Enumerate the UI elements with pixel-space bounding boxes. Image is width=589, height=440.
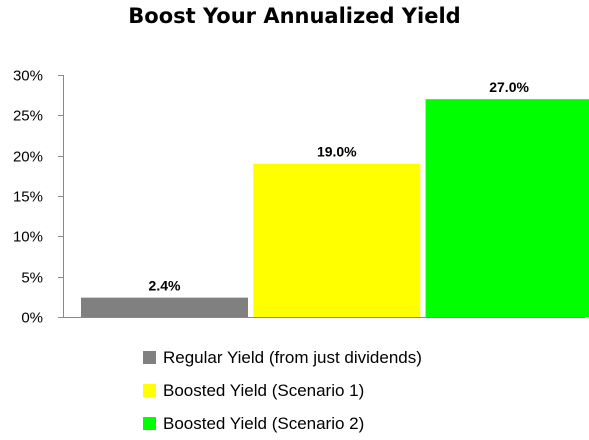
y-tick-label: 20% — [13, 149, 43, 166]
legend-label: Boosted Yield (Scenario 1) — [163, 380, 365, 400]
legend-item-scenario-2: Boosted Yield (Scenario 2) — [143, 407, 422, 440]
y-tick-label: 0% — [21, 310, 43, 327]
legend-label: Regular Yield (from just dividends) — [163, 347, 422, 367]
legend-item-regular: Regular Yield (from just dividends) — [143, 341, 422, 374]
data-label: 27.0% — [489, 79, 529, 95]
legend-label: Boosted Yield (Scenario 2) — [163, 413, 365, 433]
legend-item-scenario-1: Boosted Yield (Scenario 1) — [143, 374, 422, 407]
bar — [253, 163, 421, 317]
bar — [81, 297, 248, 317]
legend-swatch — [143, 417, 156, 430]
y-tick-label: 10% — [13, 229, 43, 246]
plot-area: 0% 5% 10% 15% 20% 25% 30% 2.4% 19.0% 27.0% — [13, 68, 589, 327]
y-tick-label: 25% — [13, 108, 43, 125]
legend: Regular Yield (from just dividends) Boos… — [143, 341, 422, 440]
y-tick-label: 15% — [13, 189, 43, 206]
y-tick-label: 5% — [21, 270, 43, 287]
chart-title: Boost Your Annualized Yield — [128, 4, 461, 28]
bar — [425, 99, 589, 317]
data-label: 2.4% — [149, 278, 181, 294]
legend-swatch — [143, 351, 156, 364]
data-label: 19.0% — [317, 144, 357, 160]
legend-swatch — [143, 384, 156, 397]
y-tick-label: 30% — [13, 68, 43, 85]
